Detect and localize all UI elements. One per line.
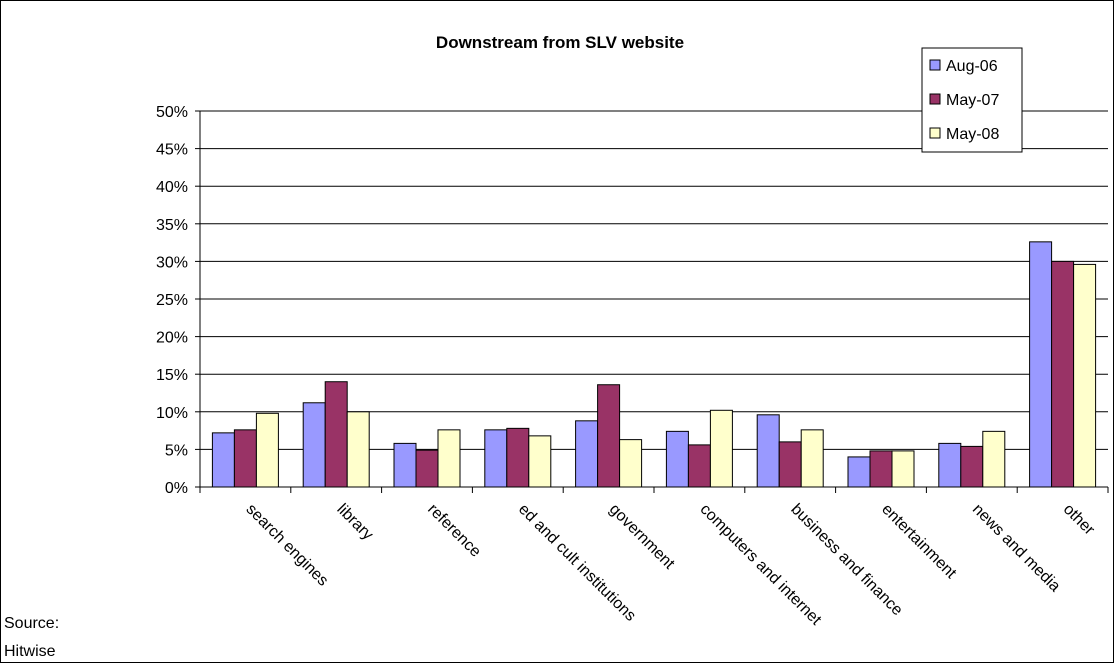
legend-label: Aug-06: [946, 58, 998, 75]
legend-swatch: [929, 127, 941, 139]
bar: [778, 441, 802, 488]
bar: [484, 429, 508, 488]
bar: [437, 429, 461, 488]
y-tick-label: 15%: [156, 367, 188, 384]
y-tick-label: 30%: [156, 254, 188, 271]
bar: [302, 402, 326, 488]
bar: [415, 449, 439, 488]
bar: [506, 427, 530, 488]
y-tick-label: 50%: [156, 104, 188, 121]
bar: [255, 412, 279, 488]
y-tick-label: 40%: [156, 179, 188, 196]
legend-swatch: [929, 59, 941, 71]
bar: [346, 411, 370, 488]
bar: [233, 429, 257, 488]
y-tick-label: 5%: [165, 442, 188, 459]
y-tick-label: 25%: [156, 292, 188, 309]
legend-swatch: [929, 93, 941, 105]
bar: [756, 414, 780, 488]
source-note: Source:: [4, 615, 59, 632]
chart-title: Downstream from SLV website: [436, 33, 684, 52]
bar: [528, 435, 552, 488]
bar: [597, 384, 621, 488]
bar: [211, 432, 235, 488]
bar: [1073, 263, 1097, 488]
bar: [687, 444, 711, 488]
bar: [800, 429, 824, 488]
bar: [665, 430, 689, 488]
bar: [847, 456, 871, 488]
bar: [982, 430, 1006, 488]
y-tick-label: 45%: [156, 142, 188, 159]
y-tick-label: 10%: [156, 405, 188, 422]
bar: [575, 420, 599, 488]
bar: [619, 439, 643, 488]
y-tick-label: 0%: [165, 480, 188, 497]
y-tick-label: 20%: [156, 330, 188, 347]
bar: [960, 445, 984, 488]
bar: [1051, 260, 1075, 488]
source-note: Hitwise: [4, 643, 56, 660]
bar: [891, 450, 915, 488]
bar: [938, 442, 962, 488]
legend-label: May-08: [946, 126, 999, 143]
bar: [324, 381, 348, 488]
y-tick-label: 35%: [156, 217, 188, 234]
legend-label: May-07: [946, 92, 999, 109]
bar: [1029, 241, 1053, 488]
bar: [393, 442, 417, 488]
bar: [709, 409, 733, 488]
bar: [869, 450, 893, 488]
